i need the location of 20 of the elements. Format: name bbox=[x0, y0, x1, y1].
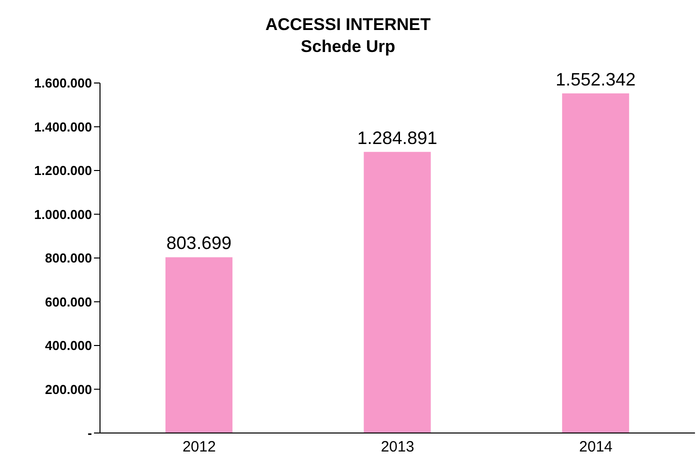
chart-title: ACCESSI INTERNET bbox=[264, 14, 432, 36]
x-tick-label: 2013 bbox=[380, 438, 414, 456]
chart-subtitle: Schede Urp bbox=[300, 36, 396, 58]
x-tick-label: 2012 bbox=[182, 438, 216, 456]
data-label: 1.284.891 bbox=[357, 128, 438, 148]
x-tick-label: 2014 bbox=[579, 438, 613, 456]
data-label: 1.552.342 bbox=[556, 69, 636, 90]
data-label: 803.699 bbox=[166, 233, 232, 254]
bar bbox=[165, 257, 232, 433]
bar bbox=[364, 152, 431, 433]
bar bbox=[562, 93, 630, 433]
y-tick-label: 1.000.000 bbox=[34, 206, 92, 222]
y-tick-label: 1.400.000 bbox=[34, 119, 92, 134]
y-tick-label: 1.600.000 bbox=[34, 76, 92, 91]
y-tick-label: 600.000 bbox=[45, 294, 92, 310]
y-tick-label: 800.000 bbox=[45, 250, 92, 266]
y-tick-label: - bbox=[88, 426, 92, 441]
y-tick-label: 200.000 bbox=[45, 382, 92, 397]
y-tick-label: 1.200.000 bbox=[34, 163, 92, 178]
y-tick-label: 400.000 bbox=[45, 338, 92, 354]
